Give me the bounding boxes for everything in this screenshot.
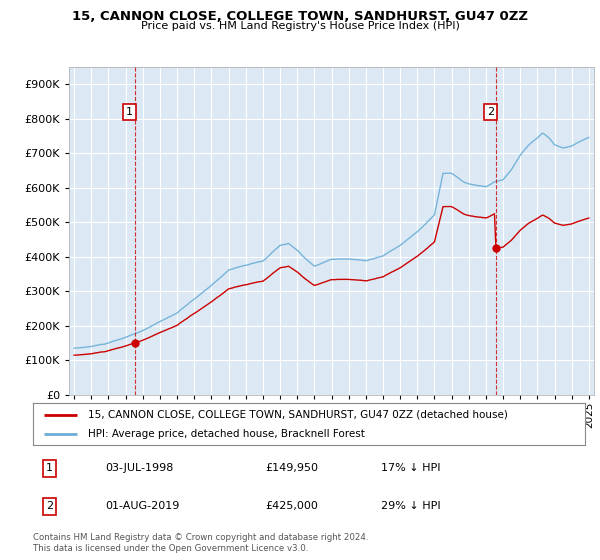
Text: 03-JUL-1998: 03-JUL-1998 <box>105 463 173 473</box>
Text: 15, CANNON CLOSE, COLLEGE TOWN, SANDHURST, GU47 0ZZ (detached house): 15, CANNON CLOSE, COLLEGE TOWN, SANDHURS… <box>88 410 508 420</box>
Text: 2: 2 <box>487 107 494 117</box>
Text: Price paid vs. HM Land Registry's House Price Index (HPI): Price paid vs. HM Land Registry's House … <box>140 21 460 31</box>
Text: £149,950: £149,950 <box>265 463 318 473</box>
Text: £425,000: £425,000 <box>265 501 318 511</box>
Text: Contains HM Land Registry data © Crown copyright and database right 2024.
This d: Contains HM Land Registry data © Crown c… <box>33 533 368 553</box>
Text: HPI: Average price, detached house, Bracknell Forest: HPI: Average price, detached house, Brac… <box>88 430 365 439</box>
Text: 29% ↓ HPI: 29% ↓ HPI <box>381 501 440 511</box>
Text: 2: 2 <box>46 501 53 511</box>
Text: 17% ↓ HPI: 17% ↓ HPI <box>381 463 440 473</box>
Text: 1: 1 <box>46 463 53 473</box>
Text: 15, CANNON CLOSE, COLLEGE TOWN, SANDHURST, GU47 0ZZ: 15, CANNON CLOSE, COLLEGE TOWN, SANDHURS… <box>72 10 528 23</box>
Text: 1: 1 <box>126 107 133 117</box>
Text: 01-AUG-2019: 01-AUG-2019 <box>105 501 179 511</box>
